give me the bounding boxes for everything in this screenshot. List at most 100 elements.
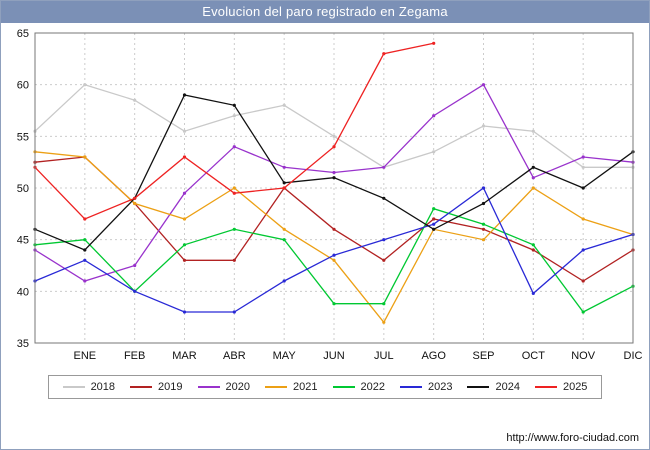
- series-2025-point: [83, 217, 87, 221]
- series-2025-point: [382, 52, 386, 56]
- series-2019-point: [232, 258, 236, 262]
- svg-text:45: 45: [17, 235, 29, 247]
- svg-text:ABR: ABR: [223, 350, 246, 362]
- series-2021-point: [481, 238, 486, 242]
- series-2021-point: [182, 217, 187, 221]
- legend-item-2024: 2024: [467, 381, 520, 393]
- series-2021-point: [382, 320, 386, 324]
- legend-item-2021: 2021: [265, 381, 318, 393]
- series-2022-point: [581, 310, 585, 314]
- series-2023-point: [432, 222, 436, 226]
- series-2024-point: [182, 93, 187, 97]
- svg-text:MAR: MAR: [172, 350, 197, 362]
- series-2024-point: [531, 165, 535, 169]
- series-2020-point: [432, 114, 436, 118]
- series-2020: [33, 83, 635, 283]
- source-url[interactable]: http://www.foro-ciudad.com: [506, 432, 639, 444]
- chart-title: Evolucion del paro registrado en Zegama: [1, 1, 649, 23]
- svg-text:NOV: NOV: [571, 350, 596, 362]
- series-2018-point: [83, 83, 87, 87]
- series-2019-point: [332, 227, 336, 231]
- series-2021-point: [531, 186, 535, 190]
- legend-label-2020: 2020: [225, 381, 251, 393]
- series-2022-point: [282, 238, 286, 242]
- legend-swatch-2025: [534, 386, 557, 388]
- legend-label-2025: 2025: [562, 381, 588, 393]
- svg-text:65: 65: [17, 28, 29, 40]
- series-2023-point: [382, 238, 386, 242]
- series-2025: [33, 41, 436, 221]
- plot-border: [34, 32, 634, 344]
- series-2021-point: [83, 155, 87, 159]
- series-2018-point: [432, 150, 436, 154]
- series-2024-point: [282, 181, 286, 185]
- series-2023-point: [531, 291, 535, 295]
- series-2025-point: [182, 155, 187, 159]
- series-2021-point: [282, 227, 286, 231]
- series-2023-point: [133, 289, 137, 293]
- legend-item-2019: 2019: [130, 381, 183, 393]
- series-2019-point: [531, 248, 535, 252]
- series-2018-point: [182, 129, 187, 133]
- series-2023-point: [481, 186, 486, 190]
- svg-text:35: 35: [17, 338, 29, 350]
- series-2021-point: [581, 217, 585, 221]
- svg-text:JUN: JUN: [323, 350, 344, 362]
- series-2022-point: [432, 207, 436, 211]
- series-2025-point: [133, 196, 137, 200]
- series-2020-point: [481, 83, 486, 87]
- series-2025-point: [332, 145, 336, 149]
- series-2018-point: [481, 124, 486, 128]
- legend-label-2018: 2018: [90, 381, 116, 393]
- series-2019-point: [481, 227, 486, 231]
- series-2022-point: [382, 302, 386, 306]
- svg-text:ENE: ENE: [74, 350, 97, 362]
- legend-item-2023: 2023: [399, 381, 453, 393]
- legend-item-2020: 2020: [197, 381, 251, 393]
- svg-text:SEP: SEP: [472, 350, 494, 362]
- legend-swatch-2024: [467, 386, 490, 388]
- series-2022-point: [481, 222, 486, 226]
- series-2020-point: [332, 170, 336, 175]
- series-2019-point: [432, 217, 436, 221]
- footer: http://www.foro-ciudad.com: [506, 432, 639, 444]
- series-2018-point: [282, 103, 286, 107]
- chart-area: 35 40 45 50 55 60 65 ENE FEB MAR ABR MAY JUN JUL AGO SE…: [1, 23, 649, 371]
- legend-swatch-2020: [197, 386, 220, 388]
- svg-text:40: 40: [17, 286, 29, 298]
- svg-text:DIC: DIC: [624, 350, 643, 362]
- series-2019-point: [581, 279, 585, 283]
- series-2024-point: [232, 103, 236, 107]
- legend-swatch-2021: [265, 386, 288, 388]
- series-2020-point: [182, 191, 187, 195]
- series-2020-point: [83, 279, 87, 283]
- series-2022-point: [332, 302, 336, 306]
- svg-text:MAY: MAY: [273, 350, 297, 362]
- chart-svg: 35 40 45 50 55 60 65 ENE FEB MAR ABR MAY JUN JUL AGO SE…: [17, 28, 643, 362]
- legend-label-2023: 2023: [427, 381, 453, 393]
- series-2024-point: [581, 186, 585, 190]
- legend-swatch-2018: [62, 386, 85, 388]
- legend-label-2021: 2021: [293, 381, 318, 393]
- series-2023-point: [83, 258, 87, 262]
- series-2022-point: [182, 243, 187, 247]
- series-2020-point: [282, 165, 286, 169]
- series-2019-point: [182, 258, 187, 262]
- legend-swatch-2023: [399, 386, 422, 388]
- legend: 2018 2019 2020 2021 2022 2023 2024 2025: [47, 375, 603, 399]
- y-axis-labels: 35 40 45 50 55 60 65: [17, 28, 29, 350]
- series-2024-point: [332, 176, 336, 180]
- legend-label-2024: 2024: [495, 381, 520, 393]
- legend-swatch-2022: [332, 386, 355, 388]
- series-2020-point: [382, 165, 386, 169]
- series-2018-point: [232, 114, 236, 118]
- series-2021-point: [332, 258, 336, 262]
- series-2020-point: [531, 176, 535, 180]
- series-2024-point: [382, 196, 386, 200]
- legend-label-2019: 2019: [158, 381, 183, 393]
- legend-swatch-2019: [130, 386, 153, 388]
- series-2023-point: [282, 279, 286, 283]
- series-2018-point: [133, 98, 137, 102]
- series-2022-point: [232, 227, 236, 231]
